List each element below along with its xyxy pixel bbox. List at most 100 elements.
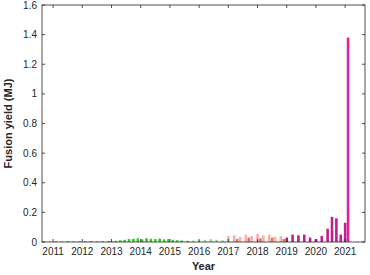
bar — [227, 236, 230, 242]
bar — [331, 217, 334, 242]
y-tick — [362, 212, 365, 213]
bar — [259, 238, 262, 242]
bar — [256, 234, 259, 242]
y-tick-label: 0.4 — [23, 177, 37, 188]
x-tick — [140, 5, 141, 8]
x-tick — [82, 239, 83, 242]
x-tick — [345, 5, 346, 8]
x-tick — [169, 239, 170, 242]
bar — [132, 239, 135, 242]
y-tick — [42, 212, 45, 213]
bar — [291, 235, 294, 242]
bar — [262, 235, 265, 242]
x-tick — [315, 5, 316, 8]
bar — [136, 238, 139, 242]
x-tick — [257, 5, 258, 8]
y-tick-label: 1.6 — [23, 0, 37, 11]
bar — [303, 235, 306, 242]
x-tick — [199, 239, 200, 242]
x-tick — [111, 239, 112, 242]
bar — [236, 239, 239, 242]
y-tick — [362, 5, 365, 6]
x-tick — [286, 239, 287, 242]
x-tick — [53, 5, 54, 8]
bar — [268, 235, 271, 242]
x-axis-label: Year — [192, 260, 216, 272]
bar — [326, 229, 329, 242]
y-tick — [42, 5, 45, 6]
x-tick — [53, 239, 54, 242]
y-axis-label: Fusion yield (MJ) — [2, 78, 14, 168]
y-tick-label: 1.4 — [23, 29, 37, 40]
x-tick — [82, 5, 83, 8]
x-tick — [199, 5, 200, 8]
x-tick-label: 2021 — [334, 246, 357, 257]
y-tick — [42, 242, 45, 243]
y-tick-label: 0 — [31, 237, 37, 248]
bar — [239, 237, 242, 242]
plot-frame — [42, 5, 365, 242]
bar — [320, 236, 323, 242]
y-tick — [362, 123, 365, 124]
bar — [245, 235, 248, 242]
bar — [250, 236, 253, 242]
x-tick — [111, 5, 112, 8]
y-tick-label: 0.6 — [23, 148, 37, 159]
y-tick — [362, 64, 365, 65]
x-tick — [169, 5, 170, 8]
bar — [247, 238, 250, 242]
y-tick — [42, 123, 45, 124]
y-tick — [362, 242, 365, 243]
y-tick — [42, 153, 45, 154]
plot-background — [42, 5, 365, 242]
bar — [274, 237, 277, 242]
x-tick — [257, 239, 258, 242]
bars — [49, 38, 349, 242]
bar — [283, 239, 286, 242]
bar — [128, 239, 131, 242]
bar — [271, 238, 274, 242]
chart: 0 0.2 0.4 0.6 0.8 1 1.2 1.4 1.6 2011 2012 2013 2014 2… — [0, 0, 370, 275]
bar — [158, 238, 161, 242]
x-tick-label: 2020 — [305, 246, 328, 257]
x-tick-label: 2019 — [276, 246, 299, 257]
bar — [210, 239, 213, 242]
y-tick — [42, 34, 45, 35]
y-tick-label: 0.8 — [23, 118, 37, 129]
y-tick — [42, 182, 45, 183]
y-tick-label: 0.2 — [23, 207, 37, 218]
bar — [344, 223, 347, 242]
y-tick — [362, 153, 365, 154]
y-tick-label: 1 — [31, 88, 37, 99]
y-tick — [362, 34, 365, 35]
bar — [233, 235, 236, 242]
bar — [335, 218, 338, 242]
bar — [285, 238, 288, 242]
x-tick — [315, 239, 316, 242]
x-tick — [228, 239, 229, 242]
x-tick — [140, 239, 141, 242]
bar — [150, 239, 153, 242]
y-tick-label: 1.2 — [23, 59, 37, 70]
bar — [145, 238, 148, 242]
x-tick-label: 2011 — [42, 246, 64, 257]
x-tick — [286, 5, 287, 8]
bar — [154, 239, 157, 242]
bar — [315, 239, 318, 242]
x-tick-label: 2017 — [217, 246, 240, 257]
bar — [309, 238, 312, 242]
y-tick — [362, 182, 365, 183]
x-tick-label: 2014 — [130, 246, 153, 257]
y-tick — [362, 93, 365, 94]
bar — [280, 236, 283, 242]
x-tick — [345, 239, 346, 242]
y-tick — [42, 93, 45, 94]
x-tick-label: 2012 — [71, 246, 94, 257]
x-tick-label: 2013 — [100, 246, 123, 257]
bar — [347, 38, 350, 242]
x-tick-label: 2018 — [246, 246, 269, 257]
x-tick — [228, 5, 229, 8]
bar — [339, 235, 342, 242]
bar — [297, 235, 300, 242]
x-tick-label: 2016 — [188, 246, 211, 257]
